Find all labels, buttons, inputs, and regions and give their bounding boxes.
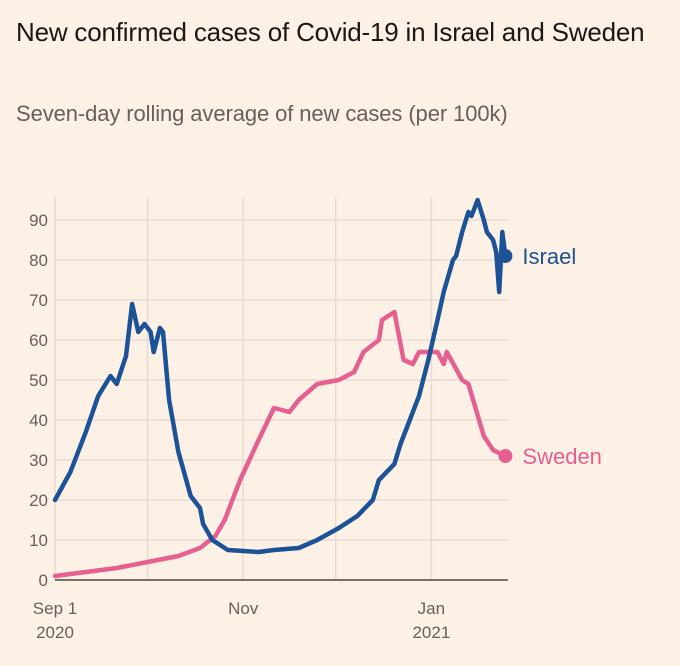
end-dot-israel: [498, 249, 513, 263]
series-label-sweden: Sweden: [522, 444, 602, 469]
series-line-sweden: [52, 309, 508, 579]
x-axis-tick-labels: Sep 1 2020 Nov Jan 2021: [33, 599, 451, 642]
series-line-israel: [52, 197, 508, 555]
y-tick-label: 40: [29, 411, 48, 430]
y-tick-label: 60: [29, 331, 48, 350]
y-tick-label: 30: [29, 451, 48, 470]
chart-title: New confirmed cases of Covid-19 in Israe…: [16, 17, 645, 47]
x-tick-sublabel: 2021: [412, 623, 450, 642]
series-end-labels: Israel Sweden: [498, 244, 602, 469]
x-tick-sublabel: 2020: [36, 623, 74, 642]
horizontal-gridlines: [55, 219, 508, 541]
series-lines: [52, 197, 508, 579]
series-label-israel: Israel: [522, 244, 576, 269]
y-tick-label: 70: [29, 291, 48, 310]
y-tick-label: 20: [29, 491, 48, 510]
y-tick-label: 50: [29, 371, 48, 390]
end-dot-sweden: [498, 449, 513, 463]
x-tick-label: Sep 1: [33, 599, 77, 618]
y-tick-label: 80: [29, 251, 48, 270]
y-tick-label: 90: [29, 211, 48, 230]
y-tick-label: 0: [39, 571, 48, 590]
x-tick-label: Nov: [228, 599, 259, 618]
vertical-gridlines: [54, 197, 433, 580]
x-tick-label: Jan: [418, 599, 445, 618]
y-axis-tick-labels: 0 10 20 30 40 50 60 70 80 90: [29, 211, 48, 590]
y-tick-label: 10: [29, 531, 48, 550]
chart-subtitle: Seven-day rolling average of new cases (…: [16, 101, 508, 126]
